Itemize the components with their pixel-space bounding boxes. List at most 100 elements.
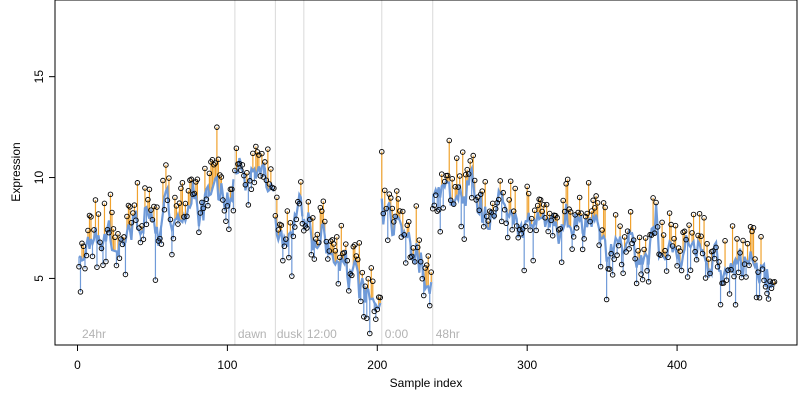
observed-point (701, 215, 707, 221)
observed-point (349, 272, 355, 279)
observed-point (83, 252, 90, 259)
observed-point (283, 236, 289, 242)
observed-point (106, 229, 112, 236)
observed-point (651, 230, 658, 236)
phase-boundary-lines (234, 0, 434, 345)
observed-point (431, 202, 437, 209)
observed-point (642, 235, 649, 241)
x-axis: 0 100 200 300 400 (74, 344, 687, 372)
observed-point (723, 277, 730, 283)
observed-point (113, 262, 120, 269)
observed-point (188, 176, 195, 183)
observed-point (480, 223, 487, 230)
observed-point (110, 226, 117, 232)
observed-point (361, 314, 367, 320)
observed-point (178, 185, 184, 192)
observed-point (272, 213, 279, 219)
observed-point (116, 255, 123, 261)
observed-point (421, 292, 427, 299)
observed-point (452, 183, 458, 190)
observed-point (278, 222, 285, 228)
observed-point (236, 160, 243, 167)
observed-point (707, 270, 713, 277)
observed-point (666, 210, 673, 216)
observed-point (575, 209, 581, 216)
observed-point (614, 252, 620, 258)
observed-point (725, 267, 731, 273)
observed-point (459, 149, 466, 155)
observed-point (406, 219, 412, 225)
observed-point (467, 158, 473, 164)
observed-point (675, 245, 682, 251)
observed-point (534, 202, 541, 209)
observed-point (735, 269, 742, 276)
observed-point (305, 199, 312, 205)
observed-point (635, 248, 641, 254)
observed-point (678, 267, 685, 274)
observed-point (353, 253, 360, 259)
observed-point (191, 190, 198, 197)
observed-point (497, 178, 503, 184)
x-tick-label: 200 (367, 358, 387, 372)
observed-point (612, 212, 619, 218)
observed-point (446, 137, 452, 144)
observed-point (400, 208, 406, 215)
observed-point (344, 257, 351, 264)
observed-point (702, 275, 709, 281)
observed-point (755, 269, 761, 275)
observed-point (331, 241, 337, 247)
observed-point (395, 196, 402, 202)
observed-point (307, 216, 313, 223)
observed-point (447, 197, 454, 204)
observed-point (394, 188, 400, 194)
observed-point (271, 185, 277, 192)
observed-point (752, 256, 758, 262)
observed-point (423, 262, 430, 268)
observed-point (401, 232, 408, 238)
observed-point (465, 171, 472, 177)
observed-point (606, 266, 613, 272)
observed-point (429, 205, 436, 212)
observed-point (471, 177, 478, 184)
observed-point (716, 259, 722, 265)
observed-point (698, 233, 704, 240)
observed-point (690, 211, 697, 218)
observed-point (761, 277, 767, 284)
observed-point (352, 242, 358, 248)
observed-point (275, 227, 282, 233)
observed-point (584, 210, 590, 217)
observed-point (125, 202, 132, 209)
observed-point (617, 223, 623, 229)
observed-point (179, 179, 186, 186)
observed-point (671, 235, 677, 242)
observed-point (92, 197, 99, 203)
observed-point (650, 195, 656, 201)
observed-point (548, 217, 554, 224)
observed-point (557, 225, 563, 232)
observed-point (588, 208, 595, 214)
observed-point (170, 235, 177, 242)
observed-point (326, 248, 333, 254)
observed-point (145, 196, 151, 203)
observed-point (415, 244, 421, 251)
observed-point (600, 200, 607, 206)
observed-point (422, 265, 429, 271)
observed-point (540, 202, 547, 208)
observed-point (196, 229, 202, 236)
observed-point (289, 273, 295, 279)
observed-point (473, 197, 479, 203)
y-tick-label: 15 (32, 70, 46, 84)
observed-point (705, 256, 712, 262)
observed-point (591, 205, 598, 211)
observed-point (524, 183, 530, 190)
observed-point (519, 226, 526, 232)
observed-point (507, 178, 514, 184)
observed-point (169, 251, 175, 258)
observed-point (684, 274, 691, 280)
observed-point (435, 206, 442, 213)
observed-point (581, 236, 587, 242)
observed-point (140, 236, 147, 243)
observed-point (364, 315, 370, 322)
observed-point (479, 188, 485, 194)
phase-label: 0:00 (385, 327, 409, 341)
